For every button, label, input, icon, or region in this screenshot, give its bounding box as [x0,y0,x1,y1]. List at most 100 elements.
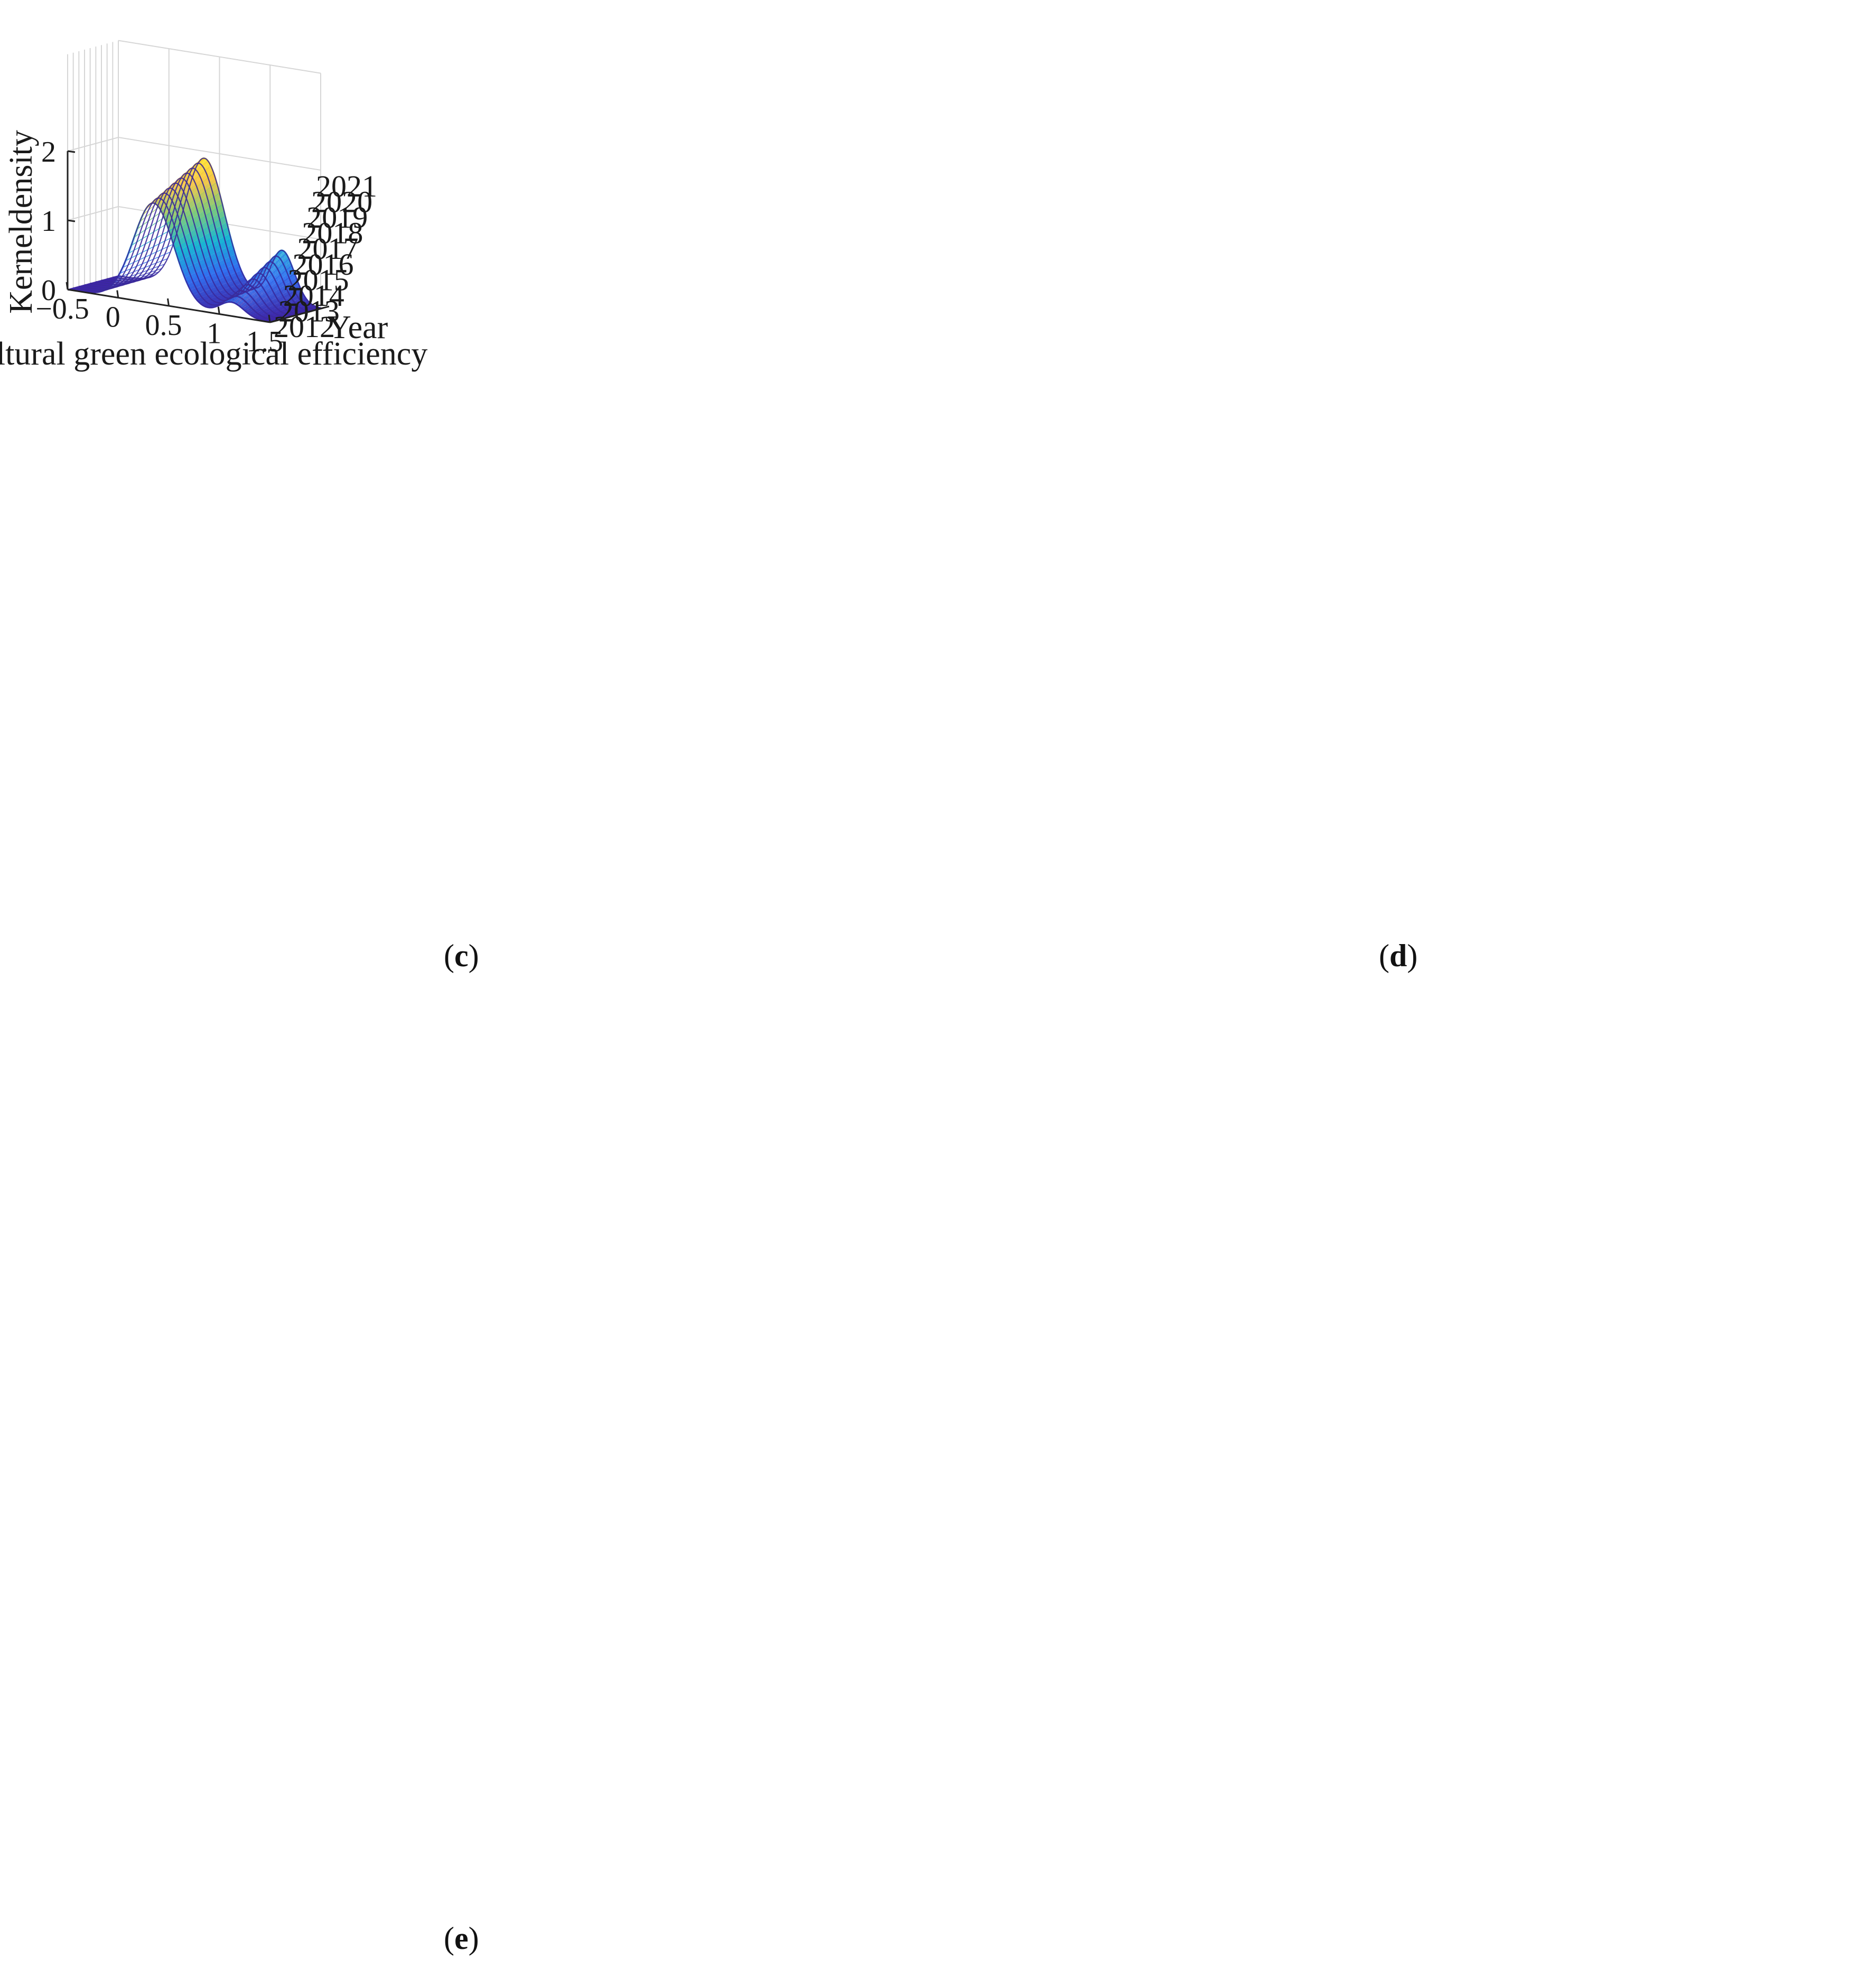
surface-segment [282,256,285,259]
surface-segment [272,266,275,269]
surface-segment [231,265,234,270]
surface-segment [212,198,214,204]
surface-segment [273,269,275,272]
surface-segment [193,200,195,206]
surface-segment [197,177,200,181]
surface-segment [197,186,200,191]
surface-segment [201,188,204,193]
surface-segment [282,291,284,294]
surface-segment [302,297,305,300]
surface-segment [220,219,223,225]
surface-segment [241,277,244,281]
surface-segment [223,280,227,284]
surface-segment [296,300,298,303]
surface-segment [190,192,193,197]
surface-segment [303,297,305,300]
surface-segment [209,171,211,176]
surface-segment [204,241,207,247]
surface-segment [223,242,226,248]
surface-segment [236,276,238,279]
surface-segment [206,202,209,208]
surface-segment [214,195,217,202]
surface-segment [193,205,196,211]
surface-segment [267,274,270,277]
surface-segment [295,286,297,291]
surface-segment [218,227,220,233]
surface-segment [194,204,197,210]
surface-segment [218,193,220,200]
surface-segment [202,172,205,176]
surface-segment [237,267,240,272]
surface-segment [292,296,294,299]
surface-segment [196,198,199,203]
surface-segment [288,278,291,282]
surface-segment [199,207,202,213]
surface-segment [236,263,239,268]
surface-segment [210,212,212,219]
surface-segment [280,266,283,270]
surface-segment [277,296,280,300]
surface-segment [234,273,237,276]
surface-segment [222,290,225,292]
surface-segment [204,163,207,166]
surface-segment [219,206,222,212]
surface-segment [206,190,209,195]
surface-segment [207,208,210,214]
surface-segment [208,172,211,176]
surface-segment [225,286,228,289]
surface-segment [276,290,278,294]
surface-segment [276,300,278,303]
surface-segment [195,182,198,187]
surface-segment [231,250,234,256]
surface-segment [297,299,300,302]
surface-segment [210,249,213,255]
surface-segment [243,279,246,283]
surface-segment [272,282,274,285]
surface-segment [212,259,215,264]
surface-segment [229,270,232,275]
surface-segment [233,273,236,277]
surface-segment [209,193,212,200]
surface-segment [220,250,222,256]
surface-segment [203,198,206,203]
surface-segment [277,265,279,268]
surface-segment [216,263,219,267]
surface-segment [223,254,226,259]
surface-segment [225,286,227,289]
surface-segment [233,269,236,273]
surface-segment [208,220,210,226]
surface-segment [207,240,209,246]
surface-segment [272,285,275,288]
surface-segment [269,287,272,291]
surface-segment [194,184,197,188]
surface-segment [224,223,227,229]
surface-segment [220,244,223,250]
surface-segment [240,270,242,274]
surface-segment [208,172,210,177]
surface-segment [232,250,235,255]
surface-segment [204,185,208,190]
surface-segment [216,195,218,201]
surface-segment [203,176,206,181]
surface-segment [216,188,219,194]
surface-segment [212,173,215,179]
surface-segment [222,225,225,231]
surface-segment [282,268,285,273]
surface-segment [217,227,220,234]
surface-segment [291,293,293,296]
surface-segment [288,297,291,301]
surface-segment [223,259,226,265]
surface-segment [231,281,234,284]
surface-segment [284,289,286,293]
surface-segment [225,283,228,286]
surface-segment [234,264,237,269]
surface-segment [291,270,294,275]
surface-segment [220,199,222,205]
surface-segment [226,247,228,253]
surface-segment [199,201,201,207]
surface-segment [185,177,188,179]
surface-segment [290,276,293,281]
surface-segment [218,275,221,279]
surface-segment [223,248,226,254]
surface-segment [206,196,208,202]
